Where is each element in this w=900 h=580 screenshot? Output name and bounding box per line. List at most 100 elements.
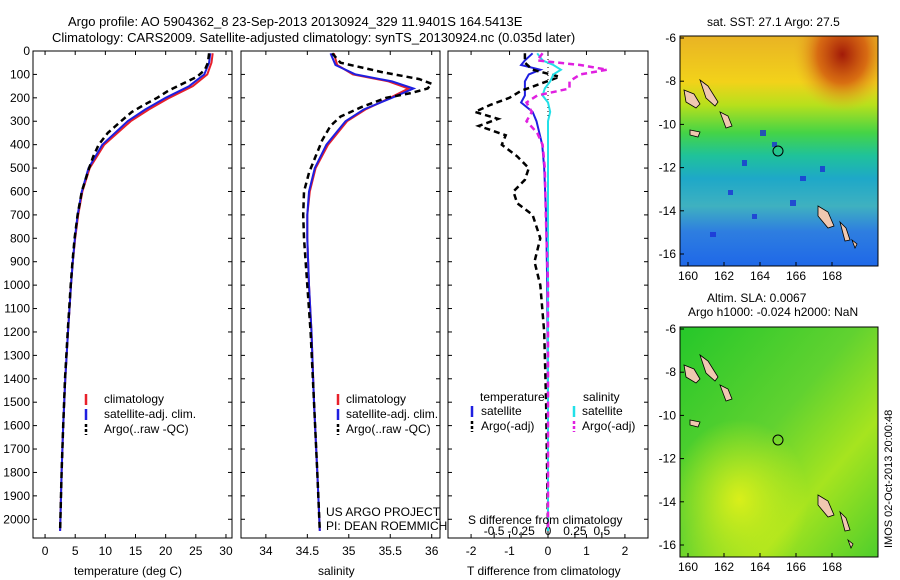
y-tick-label: 1100: [4, 302, 30, 316]
y-tick-label: 1800: [3, 465, 30, 479]
temperature-xlabel: temperature (deg C): [74, 564, 182, 578]
y-tick-label: 1400: [3, 372, 30, 386]
sst-islands: [683, 78, 858, 249]
sst-y-tick-label: -6: [665, 31, 676, 45]
s-tick-label: -0.25: [507, 524, 535, 538]
series-argo-raw-qc-: [58, 53, 211, 532]
sla-map-title-1: Altim. SLA: 0.0067: [707, 291, 807, 305]
x-tick-label: 35.5: [379, 544, 403, 558]
x-tick-label: 0: [42, 544, 49, 558]
y-tick-label: 300: [10, 114, 30, 128]
legend-t-argo: Argo(-adj): [481, 419, 534, 433]
y-tick-label: 200: [10, 91, 30, 105]
salinity-xlabel: salinity: [318, 564, 355, 578]
x-tick-label: 15: [129, 544, 143, 558]
y-tick-label: 1600: [3, 419, 30, 433]
legend-climatology: climatology: [346, 392, 406, 406]
y-tick-label: 1900: [3, 489, 30, 503]
sst-x-tick-label: 168: [822, 269, 842, 283]
y-tick-label: 1700: [3, 442, 30, 456]
y-tick-label: 2000: [3, 512, 30, 526]
series-s-argo-adj-: [524, 52, 608, 531]
legend-title-temperature: temperature: [480, 390, 545, 404]
sla-map-title-2: Argo h1000: -0.024 h2000: NaN: [688, 305, 858, 319]
y-tick-label: 1500: [3, 395, 30, 409]
sla-y-tick-label: -16: [659, 538, 677, 552]
x-tick-label: -2: [466, 544, 477, 558]
sla-y-tick-label: -10: [659, 408, 677, 422]
sst-y-tick-label: -10: [659, 117, 677, 131]
difference-xlabel: T difference from climatology: [467, 564, 621, 578]
x-tick-label: 10: [99, 544, 113, 558]
legend-s-satellite: satellite: [582, 404, 623, 418]
legend-satellite-adj: satellite-adj. clim.: [104, 407, 196, 421]
sla-x-tick-label: 162: [714, 560, 734, 574]
y-tick-label: 800: [10, 231, 30, 245]
x-tick-label: 20: [159, 544, 173, 558]
x-tick-label: -1: [504, 544, 515, 558]
sst-y-tick-label: -12: [659, 161, 677, 175]
y-tick-label: 0: [23, 44, 30, 58]
sla-x-tick-label: 168: [822, 560, 842, 574]
s-tick-label: -0.5: [484, 524, 505, 538]
temperature-legend: climatology satellite-adj. clim. Argo(..…: [84, 392, 196, 436]
x-tick-label: 25: [189, 544, 203, 558]
sla-y-tick-label: -12: [659, 452, 677, 466]
pi-annotation: PI: DEAN ROEMMICH: [326, 519, 447, 533]
sla-x-tick-label: 166: [786, 560, 806, 574]
series-t-satellite: [519, 52, 549, 531]
difference-legend: temperature salinity satellite Argo(-adj…: [470, 390, 635, 433]
y-tick-label: 1200: [3, 325, 30, 339]
sla-x-tick-label: 164: [750, 560, 770, 574]
sla-x-tick-label: 160: [678, 560, 698, 574]
header-line-2: Climatology: CARS2009. Satellite-adjuste…: [52, 30, 575, 45]
sst-x-tick-label: 160: [678, 269, 698, 283]
y-tick-label: 600: [10, 184, 30, 198]
y-tick-label: 700: [10, 208, 30, 222]
legend-argo: Argo(..raw -QC): [104, 422, 189, 436]
sla-y-tick-label: -14: [659, 495, 677, 509]
legend-argo: Argo(..raw -QC): [346, 422, 431, 436]
sla-map: [680, 327, 878, 557]
sst-x-tick-label: 164: [750, 269, 770, 283]
y-tick-label: 100: [10, 67, 30, 81]
y-tick-label: 400: [10, 138, 30, 152]
x-tick-label: 2: [622, 544, 629, 558]
salinity-legend: climatology satellite-adj. clim. Argo(..…: [336, 392, 438, 436]
s-tick-label: 0.5: [594, 524, 611, 538]
sst-x-tick-label: 162: [714, 269, 734, 283]
temperature-panel: [32, 50, 233, 539]
x-tick-label: 5: [72, 544, 79, 558]
y-tick-label: 900: [10, 255, 30, 269]
y-tick-label: 1300: [3, 348, 30, 362]
sla-islands: [683, 353, 854, 549]
series-s-satellite: [536, 52, 563, 531]
x-tick-label: 0: [545, 544, 552, 558]
x-tick-label: 35: [342, 544, 356, 558]
sst-x-tick-label: 166: [786, 269, 806, 283]
sla-argo-location: [772, 434, 784, 446]
legend-title-salinity: salinity: [583, 390, 620, 404]
x-tick-label: 1: [583, 544, 590, 558]
x-tick-label: 34.5: [296, 544, 320, 558]
sla-y-tick-label: -6: [665, 322, 676, 336]
sst-map-title: sat. SST: 27.1 Argo: 27.5: [707, 15, 840, 29]
x-tick-label: 30: [219, 544, 233, 558]
x-tick-label: 36: [425, 544, 439, 558]
x-tick-label: 34: [259, 544, 273, 558]
difference-top-label: S difference from climatology: [468, 513, 623, 527]
series-t-argo-adj-: [471, 53, 564, 532]
y-tick-label: 500: [10, 161, 30, 175]
legend-climatology: climatology: [104, 392, 164, 406]
y-tick-label: 1000: [3, 278, 30, 292]
sst-argo-location: [772, 145, 784, 157]
legend-satellite-adj: satellite-adj. clim.: [346, 407, 438, 421]
sst-map: [680, 36, 878, 266]
sst-y-tick-label: -16: [659, 247, 677, 261]
s-tick-label: 0.25: [563, 524, 587, 538]
sst-y-tick-label: -8: [665, 74, 676, 88]
legend-s-argo: Argo(-adj): [582, 419, 635, 433]
salinity-panel: [240, 50, 441, 539]
header-line-1: Argo profile: AO 5904362_8 23-Sep-2013 2…: [68, 14, 523, 29]
